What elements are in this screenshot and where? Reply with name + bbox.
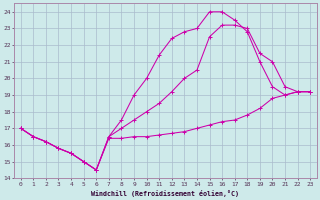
X-axis label: Windchill (Refroidissement éolien,°C): Windchill (Refroidissement éolien,°C) bbox=[92, 190, 239, 197]
